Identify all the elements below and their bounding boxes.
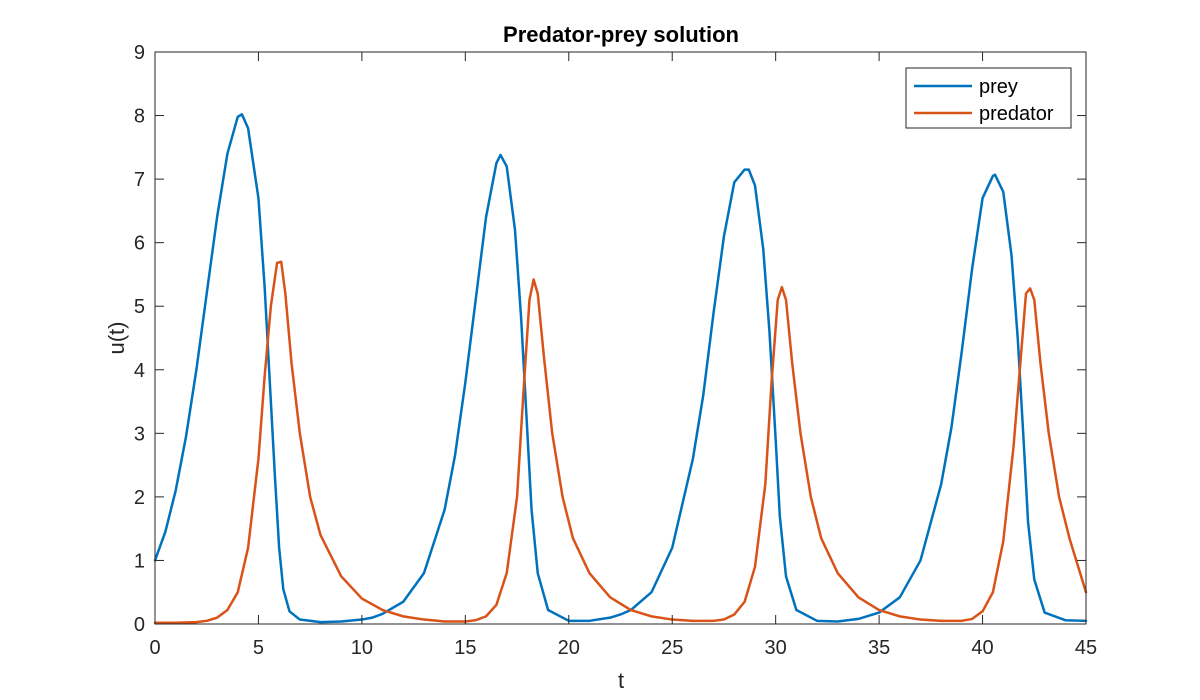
- x-tick-label: 20: [558, 637, 580, 659]
- x-axis-label: t: [618, 668, 624, 693]
- y-tick-label: 9: [134, 42, 145, 64]
- x-tick-label: 10: [351, 637, 373, 659]
- y-tick-label: 0: [134, 614, 145, 636]
- series-line-predator: [153, 260, 1088, 624]
- y-tick-label: 7: [134, 169, 145, 191]
- legend-box: [905, 67, 1072, 129]
- legend-predator-label: predator: [979, 103, 1054, 125]
- y-tick-label: 1: [134, 550, 145, 572]
- x-tick-label: 5: [253, 637, 264, 659]
- x-tick-label: 35: [868, 637, 890, 659]
- plot-area-frame: [154, 51, 1087, 625]
- y-tick-label: 4: [134, 360, 145, 382]
- series-line-prey: [153, 113, 1088, 624]
- y-tick-label: 6: [134, 233, 145, 255]
- y-tick-label: 2: [134, 487, 145, 509]
- legend-prey-label: prey: [979, 76, 1018, 98]
- series-layer: [153, 113, 1088, 624]
- x-tick-label: 45: [1075, 637, 1097, 659]
- x-tick-label: 25: [661, 637, 683, 659]
- y-tick-label: 5: [134, 296, 145, 318]
- chart-title: Predator-prey solution: [503, 22, 739, 47]
- x-tick-label: 40: [971, 637, 993, 659]
- x-tick-label: 30: [765, 637, 787, 659]
- y-axis-label: u(t): [104, 322, 129, 355]
- y-tick-label: 3: [134, 423, 145, 445]
- x-tick-label: 15: [454, 637, 476, 659]
- x-tick-label: 0: [149, 637, 160, 659]
- legend[interactable]: prey predator: [905, 67, 1072, 129]
- y-tick-label: 8: [134, 106, 145, 128]
